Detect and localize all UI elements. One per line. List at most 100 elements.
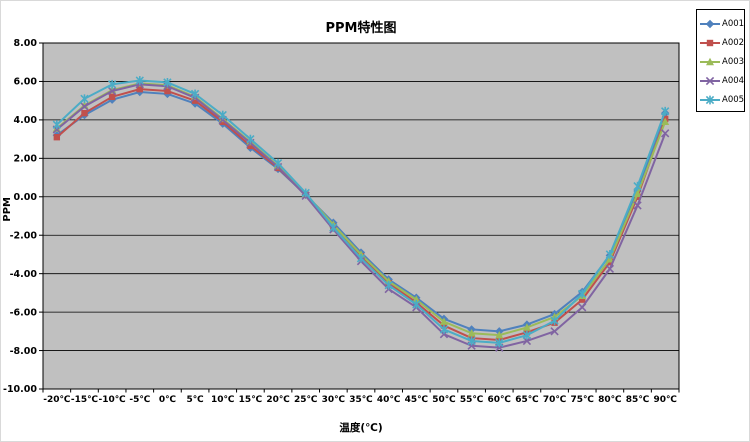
y-axis-tick-label: -10.00	[3, 384, 37, 395]
y-axis-title: PPM	[2, 197, 13, 222]
marker-x	[633, 201, 642, 210]
legend-label: A004	[722, 75, 745, 86]
marker-asterisk	[246, 134, 255, 144]
marker-x	[705, 76, 715, 85]
x-axis-tick-label: 60℃	[488, 395, 512, 405]
plot-border	[42, 42, 680, 390]
marker-square	[53, 133, 61, 141]
x-axis-tick-label: 0℃	[159, 395, 176, 405]
marker-square	[579, 296, 586, 303]
x-axis-tick-label: 30℃	[322, 395, 346, 405]
marker-square	[191, 97, 199, 104]
marker-triangle	[633, 189, 642, 198]
legend-item-A004: A004	[700, 71, 744, 90]
legend-label: A005	[722, 94, 745, 105]
marker-asterisk	[163, 78, 172, 87]
legend-label: A003	[722, 56, 745, 67]
y-axis-tick-label: -6.00	[10, 307, 38, 318]
marker-x	[661, 129, 670, 138]
legend-item-A005: A005	[700, 90, 744, 109]
marker-asterisk	[80, 94, 89, 103]
legend-item-A002: A002	[700, 33, 744, 52]
marker-asterisk	[522, 331, 532, 340]
marker-asterisk	[550, 316, 559, 325]
x-axis-tick-label: 5℃	[187, 395, 204, 405]
marker-square	[164, 87, 171, 95]
x-axis-tick-label: -15℃	[71, 395, 98, 405]
legend-marker-icon	[700, 19, 720, 28]
marker-asterisk	[439, 325, 449, 334]
marker-triangle	[661, 117, 670, 126]
x-axis-tick-label: 20℃	[266, 395, 290, 405]
marker-asterisk	[52, 120, 61, 129]
legend-label: A001	[722, 18, 745, 29]
marker-x	[578, 303, 587, 312]
plot-background	[43, 43, 679, 389]
y-axis-tick-label: 6.00	[14, 77, 38, 88]
legend-label: A002	[722, 37, 745, 48]
x-axis-tick-label: 80℃	[598, 395, 622, 405]
marker-triangle	[522, 323, 531, 331]
marker-square	[247, 142, 254, 150]
marker-asterisk	[190, 89, 200, 99]
y-axis-tick-label: -2.00	[10, 230, 38, 241]
marker-asterisk	[301, 188, 310, 198]
x-axis-title: 温度(℃)	[339, 422, 383, 434]
x-axis-tick-label: 25℃	[294, 395, 318, 405]
x-axis-tick-label: 40℃	[377, 395, 401, 405]
marker-asterisk	[329, 223, 338, 232]
legend-item-A001: A001	[700, 14, 744, 33]
marker-x	[550, 327, 559, 336]
y-axis-tick-label: 4.00	[14, 115, 38, 126]
y-axis-tick-label: 2.00	[14, 154, 38, 165]
legend-item-A003: A003	[700, 52, 744, 71]
marker-asterisk	[495, 338, 504, 348]
marker-square	[81, 109, 88, 117]
marker-x	[605, 264, 615, 274]
x-axis-tick-label: 85℃	[626, 395, 650, 405]
marker-diamond	[705, 19, 715, 28]
y-axis-tick-label: -8.00	[10, 346, 38, 357]
marker-asterisk	[384, 281, 393, 290]
x-axis-tick-label: 35℃	[349, 395, 373, 405]
x-axis-tick-label: 10℃	[211, 395, 235, 405]
marker-asterisk	[605, 250, 615, 259]
legend-marker-icon	[700, 76, 720, 85]
legend-marker-icon	[700, 57, 720, 65]
x-axis-tick-label: 70℃	[543, 395, 567, 405]
chart-title: PPM特性图	[325, 21, 397, 36]
x-axis-tick-label: 50℃	[432, 395, 456, 405]
marker-asterisk	[578, 289, 587, 299]
marker-square	[108, 93, 116, 101]
marker-asterisk	[661, 107, 670, 116]
marker-asterisk	[107, 80, 117, 89]
x-axis-tick-label: 55℃	[460, 395, 484, 405]
x-axis-tick-label: 90℃	[653, 395, 677, 405]
marker-asterisk	[633, 182, 642, 191]
marker-triangle	[412, 295, 421, 303]
x-axis-tick-label: -5℃	[129, 395, 150, 405]
marker-asterisk	[705, 95, 715, 104]
marker-asterisk	[412, 300, 421, 309]
marker-triangle	[706, 57, 714, 65]
marker-triangle	[439, 317, 448, 325]
legend-marker-icon	[700, 95, 720, 104]
marker-square	[706, 39, 714, 46]
y-axis-tick-label: 0.00	[14, 192, 38, 203]
legend-marker-icon	[700, 39, 720, 46]
y-axis-tick-label: -4.00	[10, 269, 38, 280]
x-axis-tick-label: 65℃	[515, 395, 539, 405]
marker-asterisk	[135, 76, 144, 85]
x-axis-tick-label: -20℃	[43, 395, 70, 405]
x-axis-tick-label: -10℃	[99, 395, 126, 405]
marker-x	[80, 102, 89, 111]
marker-asterisk	[356, 254, 366, 263]
y-axis-tick-label: 8.00	[14, 38, 38, 49]
marker-triangle	[495, 330, 504, 339]
x-axis-tick-label: 15℃	[239, 395, 263, 405]
marker-x	[107, 86, 117, 96]
legend: A001 A002 A003 A004 A005	[696, 9, 745, 112]
marker-asterisk	[218, 110, 227, 120]
